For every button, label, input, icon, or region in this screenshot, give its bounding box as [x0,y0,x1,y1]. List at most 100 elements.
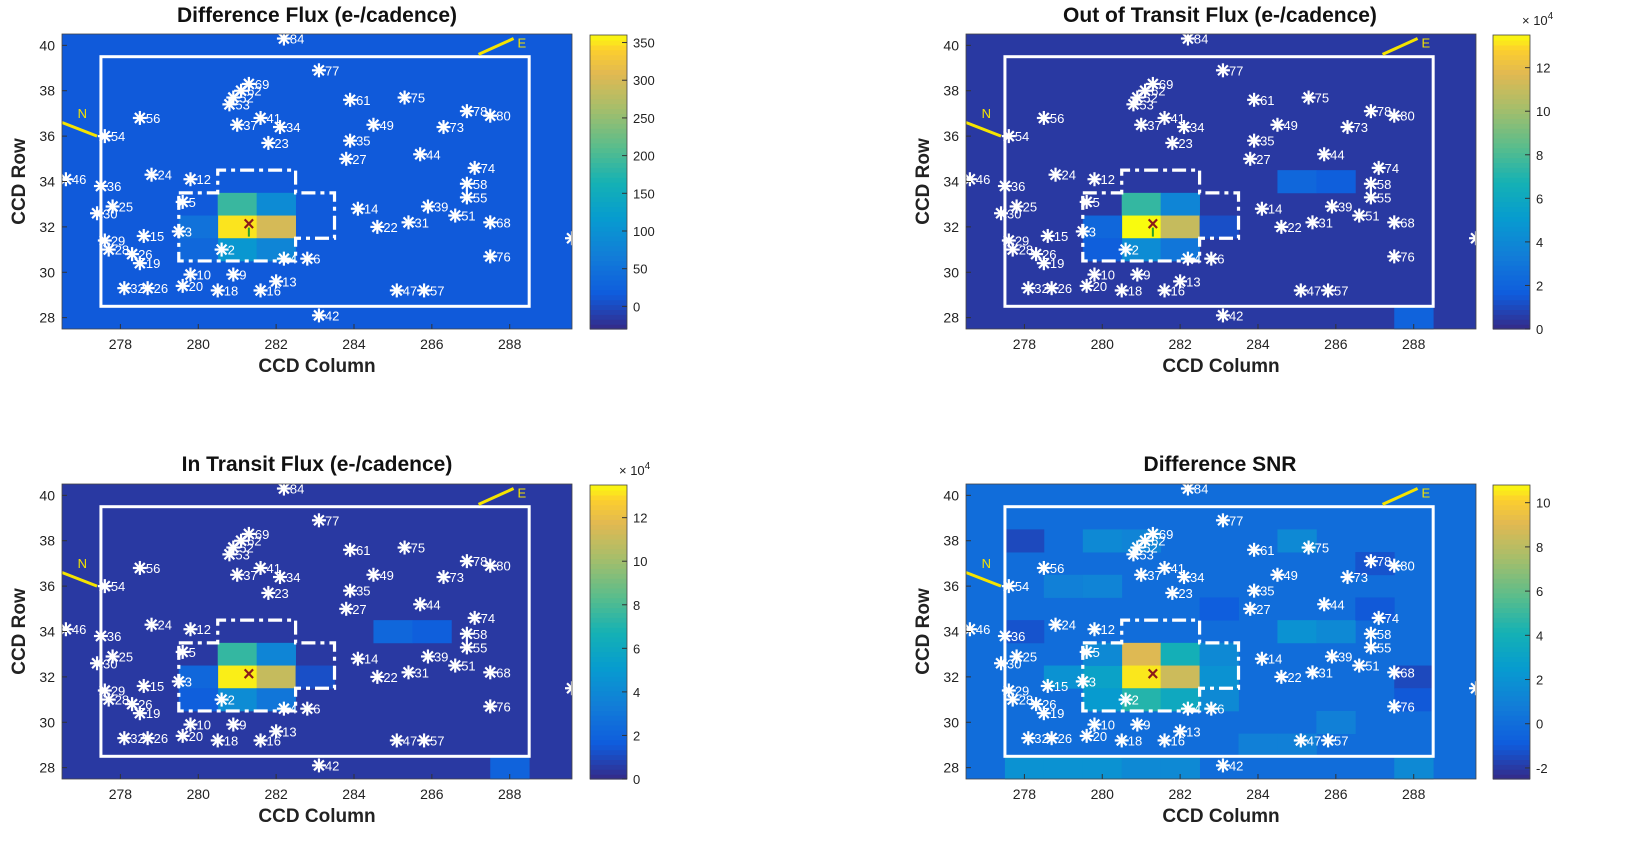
star-spoke [1306,666,1319,679]
star-spoke [1178,571,1190,583]
star-marker: 26 [140,731,168,746]
x-axis-label: CCD Column [1162,806,1279,827]
star-spoke [367,569,380,581]
colorbar-tick-label: 2 [1536,673,1543,688]
star-marker: 44 [1317,597,1345,612]
star-spoke [484,666,496,679]
star-spoke [352,653,364,665]
y-tick-label: 40 [39,487,55,503]
star-marker: 2 [1118,242,1139,258]
star-label: 30 [1007,206,1021,221]
star-marker: 44 [1317,147,1345,162]
colorbar-segment [590,206,627,212]
star-label: 34 [1190,120,1204,135]
star-spoke [95,630,107,642]
pixel [1394,756,1434,780]
colorbar-segment [1493,749,1530,756]
star-marker: 13 [1173,724,1201,739]
star-label: 42 [1229,758,1243,773]
y-tick-label: 38 [943,533,959,549]
star-marker: 23 [261,135,289,151]
colorbar-tick-label: 0 [633,299,640,314]
star-spoke [1295,734,1307,747]
colorbar-segment [590,221,627,227]
star-marker: 5 [175,644,196,660]
star-label: 77 [1229,513,1243,528]
colorbar-segment [1493,231,1530,237]
star-label: 3 [1089,674,1096,689]
pixel [1160,192,1200,216]
star-marker: 84 [276,32,304,47]
colorbar-segment [1493,206,1530,212]
pixel [1082,215,1123,239]
star-marker: 27 [1243,151,1271,167]
star-label: 31 [1318,665,1332,680]
star-spoke [1006,693,1019,706]
north-label: N [78,106,87,121]
colorbar-segment [590,774,627,780]
star-label: 57 [1334,733,1348,748]
colorbar-segment [590,494,627,501]
star-label: 22 [383,670,397,685]
star-marker: 10 [1087,267,1115,283]
y-axis-label: CCD Row [913,138,934,225]
colorbar-segment [1493,553,1530,560]
star-label: 49 [379,568,393,583]
star-spoke [118,732,131,744]
star-spoke [1388,250,1400,263]
colorbar-segment [590,759,627,765]
target-marker: × [243,664,255,686]
pixel [1121,665,1162,689]
east-label: E [517,486,526,501]
star-spoke [1372,612,1385,624]
star-label: 6 [313,252,320,267]
star-marker: 25 [1009,649,1037,664]
colorbar-tick-label: 250 [633,111,655,126]
star-spoke [484,109,496,122]
star-label: 76 [1400,699,1414,714]
star-marker: 9 [226,717,247,733]
star-label: 76 [496,699,510,714]
star-spoke [391,284,403,297]
east-label: E [1421,36,1430,51]
star-marker: 31 [1305,215,1333,230]
colorbar-segment [1493,108,1530,114]
star-label: 54 [1015,129,1029,144]
pixel [178,688,219,712]
star-spoke [995,657,1007,669]
star-spoke [211,734,224,747]
star-label: 22 [1287,220,1301,235]
colorbar-segment [1493,690,1530,697]
colorbar-segment [590,583,627,589]
colorbar-segment [590,250,627,257]
star-label: 26 [154,281,168,296]
star-label: 12 [1100,172,1114,187]
star-marker: 42 [1215,758,1243,773]
colorbar-segment [1493,186,1530,193]
star-marker: 41 [253,110,281,126]
star-label: 3 [185,674,192,689]
star-marker: 24 [1048,167,1076,183]
star-marker: 37 [1134,567,1162,583]
star-spoke [278,32,290,45]
star-marker: 61 [343,542,371,558]
star-label: 19 [1050,706,1064,721]
colorbar-segment [590,690,627,697]
star-spoke [484,250,496,263]
star-spoke [414,598,426,610]
star-marker: 32 [117,281,145,296]
pixel [1199,665,1239,689]
y-tick-label: 40 [943,37,959,53]
star-label: 12 [1100,622,1114,637]
star-marker: 32 [1021,731,1049,746]
colorbar-segment [590,646,627,653]
star-marker: 52 [1130,90,1158,106]
colorbar-segment [590,720,627,726]
star-label: 34 [286,570,300,585]
colorbar-segment [1493,489,1530,496]
east-label: E [517,36,526,51]
x-tick-label: 284 [1246,336,1270,352]
colorbar-segment [590,196,627,203]
colorbar: 0 2 4 6 8 10 12 × 104 [1492,11,1554,337]
